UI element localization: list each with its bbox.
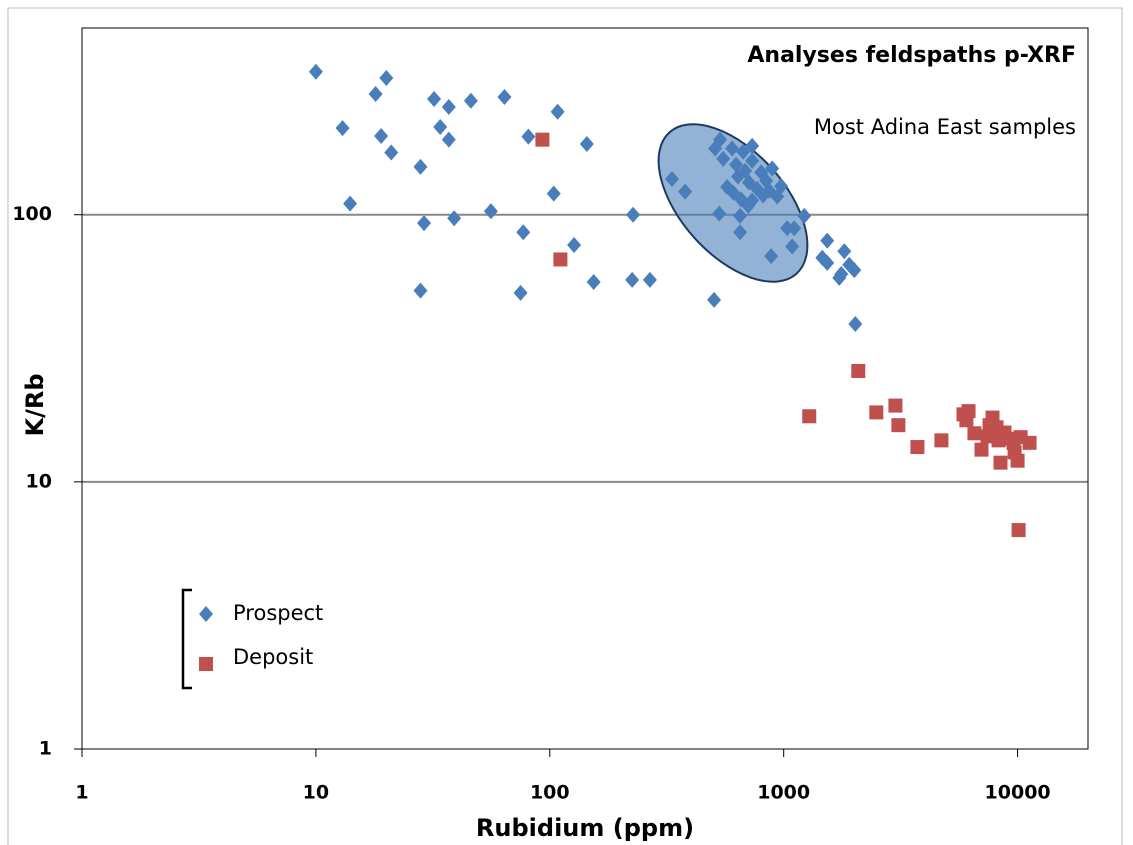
data-point bbox=[820, 232, 835, 249]
data-point bbox=[1011, 523, 1026, 538]
data-point bbox=[851, 364, 866, 379]
data-point bbox=[335, 120, 350, 137]
data-point bbox=[535, 132, 550, 147]
data-point bbox=[546, 185, 561, 202]
data-point bbox=[729, 156, 744, 173]
data-point bbox=[708, 140, 723, 157]
data-point bbox=[433, 118, 448, 135]
data-point bbox=[725, 140, 740, 157]
data-point bbox=[745, 152, 760, 169]
data-point bbox=[463, 92, 478, 109]
data-point bbox=[959, 413, 974, 428]
data-point bbox=[712, 205, 727, 222]
data-point bbox=[579, 135, 594, 152]
data-point bbox=[736, 143, 751, 160]
data-point bbox=[745, 137, 760, 154]
y-axis-label: K/Rb bbox=[21, 373, 49, 436]
data-point bbox=[847, 262, 862, 279]
data-point bbox=[756, 187, 771, 204]
legend: Prospect Deposit bbox=[199, 601, 323, 671]
x-tick-label: 1 bbox=[75, 782, 88, 804]
grid-layer: 1 10 100 1 10 100 1000 10000 bbox=[12, 203, 1088, 804]
data-point bbox=[967, 426, 982, 441]
data-point bbox=[368, 86, 383, 103]
data-point bbox=[521, 128, 536, 145]
data-point bbox=[513, 284, 528, 301]
data-point bbox=[780, 220, 795, 237]
data-point bbox=[384, 144, 399, 161]
data-point bbox=[497, 88, 512, 105]
data-point bbox=[848, 315, 863, 332]
data-point bbox=[733, 224, 748, 241]
data-point bbox=[888, 398, 903, 413]
data-point bbox=[832, 269, 847, 286]
data-point bbox=[1022, 435, 1037, 450]
data-point bbox=[625, 271, 640, 288]
data-point bbox=[745, 192, 760, 209]
legend-marker bbox=[199, 606, 213, 622]
data-point bbox=[413, 158, 428, 175]
x-tick-label: 10 bbox=[303, 782, 329, 804]
data-point bbox=[483, 203, 498, 220]
data-point bbox=[774, 178, 789, 195]
legend-marker bbox=[199, 657, 213, 671]
data-point bbox=[785, 238, 800, 255]
data-point bbox=[626, 206, 641, 223]
data-point bbox=[567, 237, 582, 254]
data-point bbox=[586, 273, 601, 290]
data-point bbox=[820, 254, 835, 271]
data-point bbox=[869, 405, 884, 420]
y-tick-label: 10 bbox=[26, 470, 52, 492]
data-point bbox=[441, 99, 456, 116]
data-point bbox=[417, 215, 432, 232]
data-point bbox=[891, 418, 906, 433]
data-point bbox=[516, 224, 531, 241]
x-tick-label: 100 bbox=[530, 782, 570, 804]
legend-label: Deposit bbox=[233, 645, 313, 669]
highlight-ellipse bbox=[657, 123, 809, 283]
y-tick-label: 100 bbox=[12, 203, 52, 225]
data-point bbox=[441, 131, 456, 148]
data-point bbox=[553, 252, 568, 267]
data-point bbox=[802, 409, 817, 424]
data-point bbox=[733, 207, 748, 224]
y-tick-label: 1 bbox=[39, 738, 52, 760]
legend-bracket bbox=[181, 588, 192, 690]
data-point bbox=[738, 162, 753, 179]
data-point bbox=[308, 63, 323, 80]
data-point bbox=[837, 243, 852, 260]
chart-title: Analyses feldspaths p-XRF bbox=[747, 43, 1076, 68]
data-point bbox=[1010, 453, 1025, 468]
x-tick-label: 1000 bbox=[757, 782, 810, 804]
data-point bbox=[642, 271, 657, 288]
data-point bbox=[993, 455, 1008, 470]
data-point bbox=[379, 69, 394, 86]
data-point bbox=[765, 160, 780, 177]
x-axis-label: Rubidium (ppm) bbox=[476, 814, 694, 842]
data-point bbox=[550, 103, 565, 120]
data-point bbox=[374, 128, 389, 145]
annotation: Most Adina East samples bbox=[814, 115, 1076, 139]
data-point bbox=[343, 195, 358, 212]
data-point bbox=[716, 150, 731, 167]
data-point bbox=[447, 210, 462, 227]
data-point bbox=[707, 291, 722, 308]
data-point bbox=[910, 440, 925, 455]
data-point bbox=[413, 282, 428, 299]
data-point bbox=[726, 184, 741, 201]
frame bbox=[7, 7, 1123, 845]
data-point bbox=[974, 442, 989, 457]
data-point bbox=[427, 91, 442, 108]
data-point bbox=[678, 183, 693, 200]
data-point bbox=[664, 171, 679, 188]
data-point bbox=[787, 220, 802, 237]
marks-layer bbox=[308, 63, 1037, 538]
plot-border bbox=[81, 27, 1089, 750]
data-point bbox=[797, 207, 812, 224]
legend-label: Prospect bbox=[233, 601, 323, 625]
data-point bbox=[934, 433, 949, 448]
x-tick-label: 10000 bbox=[985, 782, 1051, 804]
data-point bbox=[764, 248, 779, 265]
